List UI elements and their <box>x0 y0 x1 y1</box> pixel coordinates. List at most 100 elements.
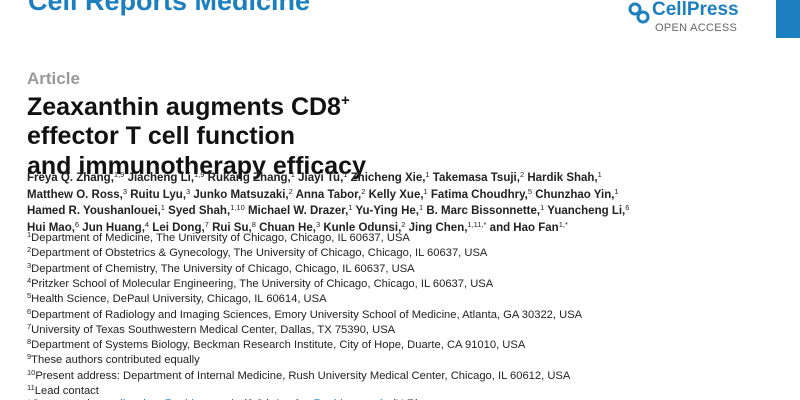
author-affiliation: 2 <box>401 219 406 229</box>
affiliation-number: 10 <box>27 367 36 377</box>
title-superscript: + <box>340 92 350 109</box>
author-name: Yu-Ying He, <box>355 205 419 217</box>
publisher-logo <box>628 2 650 24</box>
affiliation-text: University of Texas Southwestern Medical… <box>31 323 396 336</box>
author-line: Freya Q. Zhang,1,9 Jiacheng Li,1,9 Rukan… <box>27 167 602 186</box>
author-affiliation: 6 <box>74 219 80 229</box>
author-line: Hamed R. Youshanlouei,1 Syed Shah,1,10 M… <box>27 200 629 219</box>
author-affiliation: 1,* <box>558 219 568 229</box>
author-affiliation: 1 <box>423 186 428 196</box>
title-line: and immunotherapy efficacy <box>27 152 366 181</box>
email-link[interactable]: jingchen@uchicago.edu <box>120 398 240 400</box>
affiliation: 9These authors contributed equally <box>27 352 200 366</box>
author-affiliation: 1 <box>425 170 430 179</box>
author-name: Takemasa Tsuji, <box>432 172 520 184</box>
author-affiliation: 1,9 <box>113 170 125 179</box>
author-name: Chuan He, <box>259 221 316 234</box>
title-line: Zeaxanthin augments CD8+ <box>27 92 350 122</box>
author-name: Matthew O. Ross, <box>27 188 123 201</box>
author-name: Hui Mao, <box>27 221 75 234</box>
author-affiliation: 2 <box>519 170 525 179</box>
title-line: effector T cell function <box>27 122 295 151</box>
author-name: Kunle Odunsi, <box>323 221 402 234</box>
author-affiliation: 1,10 <box>230 203 245 212</box>
author-name: Junko Matsuzaki, <box>193 188 289 201</box>
affiliation: 10Present address: Department of Interna… <box>27 368 570 382</box>
article-type: Article <box>27 69 80 88</box>
author-affiliation: 1 <box>597 170 602 179</box>
author-name: Kelly Xue, <box>368 188 424 201</box>
affiliation-number: 5 <box>27 291 32 301</box>
correspondence: *Correspondence: jingchen@uchicago.edu (… <box>27 398 419 400</box>
author-name: Hardik Shah, <box>527 172 598 184</box>
author-name: Lei Dong, <box>152 221 205 234</box>
author-affiliation: 1 <box>348 203 353 212</box>
author-affiliation: 3 <box>186 186 191 196</box>
affiliation: 8Department of Systems Biology, Beckman … <box>27 337 525 351</box>
author-affiliation: 2 <box>361 186 366 196</box>
affiliation: 11Lead contact <box>27 383 99 397</box>
author-name: Fatima Choudhry, <box>430 188 528 201</box>
affiliation-number: 9 <box>27 352 32 362</box>
author-name: Anna Tabor, <box>295 188 362 201</box>
affiliation-text: Department of Medicine, The University o… <box>31 232 410 244</box>
affiliation-number: 6 <box>27 306 32 316</box>
author-affiliation: 2 <box>288 186 293 196</box>
author-affiliation: 3 <box>315 219 321 229</box>
affiliation-number: 7 <box>27 321 32 331</box>
author-name: Freya Q. Zhang, <box>27 172 114 184</box>
title-text: and immunotherapy efficacy <box>27 152 366 180</box>
author-affiliation: 1 <box>540 203 545 212</box>
author-name: Jing Chen, <box>408 221 468 234</box>
title-text: effector T cell function <box>27 122 296 150</box>
affiliation: 4Pritzker School of Molecular Engineerin… <box>27 276 493 290</box>
author-affiliation: 3 <box>122 186 128 196</box>
author-name: Jiacheng Li, <box>127 172 195 184</box>
author-name: Hamed R. Youshanlouei, <box>27 205 161 217</box>
author-affiliation: 1,9 <box>194 170 205 179</box>
author-affiliation: 1 <box>160 203 165 212</box>
affiliation: 1Department of Medicine, The University … <box>27 230 410 244</box>
affiliation-text: Health Science, DePaul University, Chica… <box>31 293 327 306</box>
affiliation: 5Health Science, DePaul University, Chic… <box>27 291 327 305</box>
author-affiliation: 6 <box>625 203 630 212</box>
author-name: Jiayi Tu, <box>298 172 344 184</box>
author-affiliation: 1 <box>418 203 424 212</box>
affiliation-text: These authors contributed equally <box>31 354 200 367</box>
affiliation-text: Present address: Department of Internal … <box>35 369 571 382</box>
publisher-name: CellPress <box>652 0 739 20</box>
access-badge: OPEN ACCESS <box>655 22 738 34</box>
author-name: B. Marc Bissonnette, <box>426 205 541 217</box>
journal-name: Cell Reports Medicine <box>28 0 311 16</box>
author-line: Hui Mao,6 Jun Huang,4 Lei Dong,7 Rui Su,… <box>27 217 568 236</box>
affiliation-number: 1 <box>27 230 32 239</box>
email-note: (J.C.), <box>243 398 273 400</box>
affiliation: 7University of Texas Southwestern Medica… <box>27 322 395 336</box>
affiliation-number: 4 <box>27 275 32 285</box>
email-link[interactable]: haofan@uchicago.edu <box>277 398 389 400</box>
affiliation-number: 8 <box>27 337 32 347</box>
title-text: Zeaxanthin augments CD8 <box>27 93 341 121</box>
affiliation-text: Department of Obstetrics & Gynecology, T… <box>31 247 488 260</box>
affiliation-number: 3 <box>27 260 32 270</box>
affiliation: 6Department of Radiology and Imaging Sci… <box>27 307 582 321</box>
author-name: and Hao Fan <box>489 221 559 234</box>
author-affiliation: 1,11,* <box>467 219 487 229</box>
email-note: (H.F.) <box>392 398 419 400</box>
affiliation-number: 2 <box>27 245 32 255</box>
affiliation-text: Pritzker School of Molecular Engineering… <box>31 277 494 290</box>
author-name: Chunzhao Yin, <box>535 188 615 201</box>
correspondence-label: *Correspondence: <box>27 398 117 400</box>
author-name: Michael W. Drazer, <box>247 205 349 217</box>
author-line: Matthew O. Ross,3 Ruitu Lyu,3 Junko Mats… <box>27 184 619 203</box>
author-affiliation: 1 <box>343 170 348 179</box>
author-affiliation: 1 <box>614 186 619 196</box>
author-name: Zhicheng Xie, <box>350 172 426 184</box>
author-name: Rukang Zhang, <box>207 172 291 184</box>
affiliation-text: Lead contact <box>34 385 99 397</box>
author-affiliation: 5 <box>527 186 532 196</box>
affiliation: 3Department of Chemistry, The University… <box>27 261 415 275</box>
author-name: Ruitu Lyu, <box>130 188 187 201</box>
affiliation-text: Department of Chemistry, The University … <box>31 262 415 275</box>
